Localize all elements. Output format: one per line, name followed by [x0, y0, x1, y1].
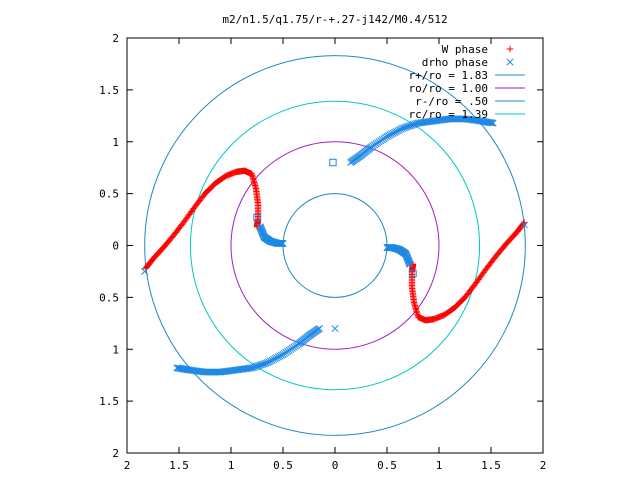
- series-0: [142, 167, 528, 324]
- extra-point-1-4: [141, 267, 149, 275]
- x-tick-label-2: 1: [228, 459, 235, 472]
- axis-ticks: 2 1.5 1 0.5 0 0.5 1 1.5 221.510.500.511.52: [99, 32, 546, 472]
- y-tick-label-7: 1.5: [99, 395, 119, 408]
- point-1-1-99: [488, 119, 496, 127]
- x-tick-label-6: 1: [436, 459, 443, 472]
- chart-title: m2/n1.5/q1.75/r-+.27-j142/M0.4/512: [222, 13, 447, 26]
- data-series: [141, 115, 528, 376]
- circle-1: [230, 141, 440, 350]
- legend-circle-1-label: ro/ro = 1.00: [409, 82, 488, 95]
- extra-point-1-2: [329, 158, 337, 167]
- x-tick-label-5: 0.5: [377, 459, 397, 472]
- x-tick-label-3: 0.5: [273, 459, 293, 472]
- point-1-1-98: [487, 119, 495, 127]
- y-tick-label-4: 0: [112, 240, 119, 253]
- legend-series-1-label: drho phase: [422, 56, 488, 69]
- point-1-1-100: [489, 119, 497, 127]
- extra-point-1-1: [409, 269, 417, 278]
- extra-point-1-0: [253, 213, 261, 222]
- y-tick-label-8: 2: [112, 447, 119, 460]
- point-1-2-40: [406, 260, 414, 268]
- x-tick-label-8: 2: [540, 459, 547, 472]
- legend-circle-0-label: r+/ro = 1.83: [409, 69, 488, 82]
- circle-3: [189, 100, 481, 391]
- legend-circle-2-label: r-/ro = .50: [415, 95, 488, 108]
- x-tick-label-0: 2: [124, 459, 131, 472]
- point-1-0-40: [279, 239, 287, 247]
- legend-series-1-sample: [506, 58, 514, 66]
- y-tick-label-5: 0.5: [99, 291, 119, 304]
- point-1-3-98: [175, 364, 183, 372]
- circle-0: [144, 55, 526, 436]
- legend-circle-3-label: rc/ro = 1.39: [409, 108, 488, 121]
- x-tick-label-7: 1.5: [481, 459, 501, 472]
- point-1-3-99: [174, 364, 182, 372]
- extra-point-1-5: [520, 221, 528, 229]
- series-1: [141, 115, 528, 376]
- x-tick-label-4: 0: [332, 459, 339, 472]
- y-tick-label-6: 1: [112, 343, 119, 356]
- y-tick-label-3: 0.5: [99, 188, 119, 201]
- point-1-3-100: [173, 364, 181, 372]
- y-tick-label-2: 1: [112, 136, 119, 149]
- y-tick-label-1: 1.5: [99, 84, 119, 97]
- x-tick-label-1: 1.5: [169, 459, 189, 472]
- circle-2: [282, 193, 388, 298]
- extra-point-1-3: [331, 324, 339, 333]
- y-tick-label-0: 2: [112, 32, 119, 45]
- legend-series-0-sample: [506, 45, 514, 53]
- legend-series-0-label: W phase: [442, 43, 488, 56]
